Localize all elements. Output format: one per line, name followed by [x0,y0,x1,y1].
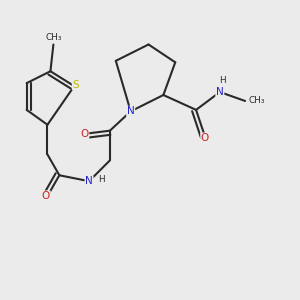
Text: O: O [201,133,209,143]
Text: N: N [216,87,224,97]
Text: H: H [98,175,104,184]
Text: O: O [42,191,50,201]
Text: CH₃: CH₃ [45,32,62,41]
Text: N: N [127,106,135,116]
Text: CH₃: CH₃ [248,97,265,106]
Text: S: S [72,80,79,90]
Text: H: H [220,76,226,85]
Text: N: N [85,176,93,186]
Text: O: O [80,129,89,139]
